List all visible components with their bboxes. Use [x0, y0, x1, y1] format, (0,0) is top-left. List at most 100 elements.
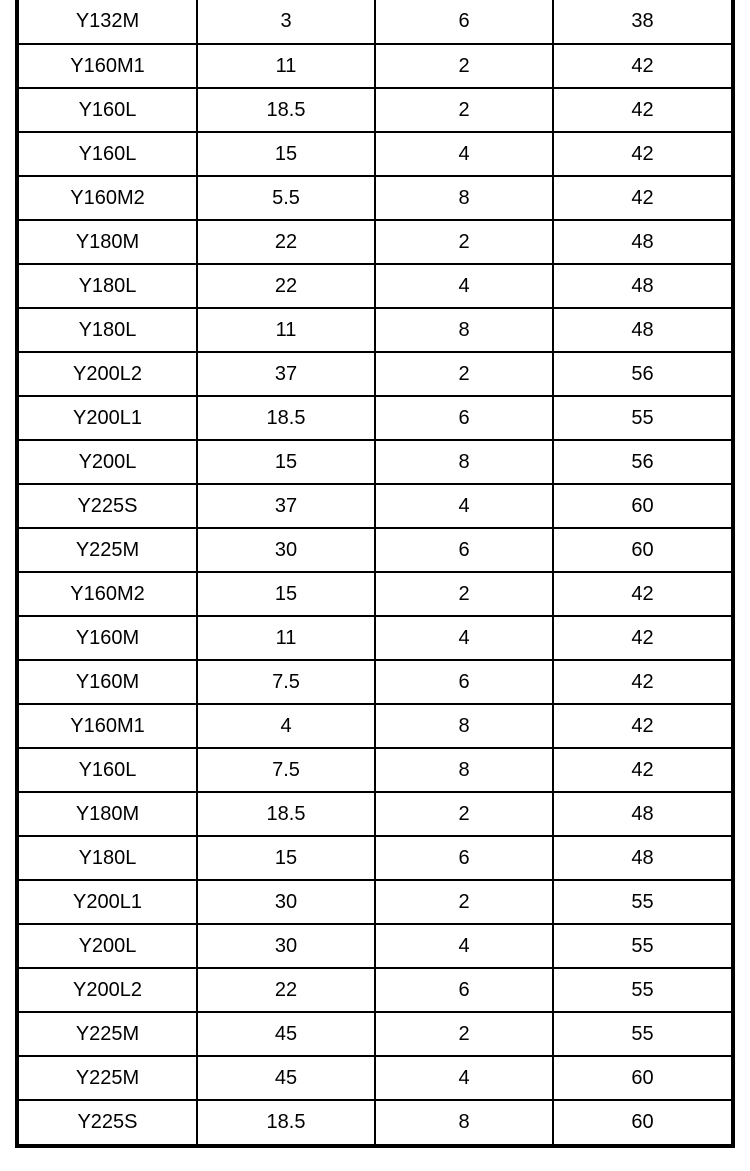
- cell-model: Y200L: [19, 440, 197, 484]
- cell-model: Y225S: [19, 484, 197, 528]
- cell-poles: 2: [375, 792, 553, 836]
- table-row: Y200L15856: [19, 440, 731, 484]
- cell-poles: 8: [375, 440, 553, 484]
- table-row: Y180L22448: [19, 264, 731, 308]
- table-row: Y160M7.5642: [19, 660, 731, 704]
- cell-poles: 6: [375, 396, 553, 440]
- table-row: Y180L11848: [19, 308, 731, 352]
- table-row: Y180M22248: [19, 220, 731, 264]
- table-row: Y200L237256: [19, 352, 731, 396]
- cell-poles: 4: [375, 484, 553, 528]
- cell-power: 5.5: [197, 176, 375, 220]
- cell-dim: 42: [553, 660, 731, 704]
- cell-model: Y160L: [19, 88, 197, 132]
- table-row: Y160M111242: [19, 44, 731, 88]
- cell-model: Y160M1: [19, 704, 197, 748]
- table-row: Y160M25.5842: [19, 176, 731, 220]
- cell-model: Y225M: [19, 1056, 197, 1100]
- table-row: Y200L130255: [19, 880, 731, 924]
- cell-power: 11: [197, 308, 375, 352]
- cell-dim: 56: [553, 440, 731, 484]
- cell-power: 11: [197, 44, 375, 88]
- cell-power: 18.5: [197, 88, 375, 132]
- cell-dim: 42: [553, 176, 731, 220]
- table-row: Y160M14842: [19, 704, 731, 748]
- cell-power: 22: [197, 264, 375, 308]
- cell-power: 22: [197, 968, 375, 1012]
- cell-poles: 2: [375, 352, 553, 396]
- cell-model: Y180L: [19, 836, 197, 880]
- cell-dim: 55: [553, 924, 731, 968]
- cell-dim: 38: [553, 0, 731, 44]
- cell-model: Y160M: [19, 660, 197, 704]
- cell-poles: 6: [375, 0, 553, 44]
- table-row: Y200L30455: [19, 924, 731, 968]
- cell-power: 18.5: [197, 396, 375, 440]
- cell-model: Y200L1: [19, 880, 197, 924]
- cell-power: 18.5: [197, 792, 375, 836]
- cell-dim: 42: [553, 616, 731, 660]
- cell-poles: 8: [375, 308, 553, 352]
- cell-power: 45: [197, 1012, 375, 1056]
- table-row: Y225M30660: [19, 528, 731, 572]
- table-row: Y160L15442: [19, 132, 731, 176]
- cell-power: 4: [197, 704, 375, 748]
- cell-dim: 48: [553, 220, 731, 264]
- cell-poles: 2: [375, 1012, 553, 1056]
- cell-dim: 42: [553, 572, 731, 616]
- cell-poles: 8: [375, 748, 553, 792]
- cell-poles: 6: [375, 528, 553, 572]
- table-row: Y160L7.5842: [19, 748, 731, 792]
- cell-model: Y160M1: [19, 44, 197, 88]
- cell-poles: 6: [375, 968, 553, 1012]
- cell-poles: 2: [375, 880, 553, 924]
- cell-model: Y200L2: [19, 968, 197, 1012]
- table-row: Y180M18.5248: [19, 792, 731, 836]
- cell-dim: 48: [553, 264, 731, 308]
- cell-poles: 4: [375, 1056, 553, 1100]
- table-row: Y225M45255: [19, 1012, 731, 1056]
- table-row: Y160L18.5242: [19, 88, 731, 132]
- cell-dim: 55: [553, 880, 731, 924]
- cell-dim: 42: [553, 44, 731, 88]
- cell-power: 7.5: [197, 660, 375, 704]
- table-row: Y200L222655: [19, 968, 731, 1012]
- table-row: Y225S37460: [19, 484, 731, 528]
- cell-model: Y225M: [19, 1012, 197, 1056]
- table-row: Y200L118.5655: [19, 396, 731, 440]
- cell-dim: 55: [553, 396, 731, 440]
- cell-poles: 4: [375, 132, 553, 176]
- cell-power: 22: [197, 220, 375, 264]
- cell-model: Y180L: [19, 308, 197, 352]
- spec-table: Y132M3638Y160M111242Y160L18.5242Y160L154…: [19, 0, 731, 1144]
- cell-model: Y160L: [19, 748, 197, 792]
- table-row: Y160M11442: [19, 616, 731, 660]
- cell-dim: 55: [553, 968, 731, 1012]
- cell-poles: 4: [375, 616, 553, 660]
- table-row: Y225S18.5860: [19, 1100, 731, 1144]
- cell-dim: 55: [553, 1012, 731, 1056]
- cell-power: 15: [197, 572, 375, 616]
- cell-power: 15: [197, 132, 375, 176]
- cell-poles: 2: [375, 44, 553, 88]
- cell-poles: 2: [375, 88, 553, 132]
- cell-poles: 8: [375, 176, 553, 220]
- cell-power: 30: [197, 528, 375, 572]
- cell-model: Y180M: [19, 220, 197, 264]
- cell-dim: 42: [553, 132, 731, 176]
- cell-poles: 2: [375, 572, 553, 616]
- cell-model: Y160M2: [19, 572, 197, 616]
- cell-poles: 8: [375, 704, 553, 748]
- table-row: Y132M3638: [19, 0, 731, 44]
- table-row: Y225M45460: [19, 1056, 731, 1100]
- table-row: Y180L15648: [19, 836, 731, 880]
- cell-model: Y160L: [19, 132, 197, 176]
- cell-model: Y180L: [19, 264, 197, 308]
- cell-dim: 56: [553, 352, 731, 396]
- cell-dim: 42: [553, 88, 731, 132]
- cell-poles: 6: [375, 660, 553, 704]
- cell-power: 30: [197, 924, 375, 968]
- cell-dim: 60: [553, 484, 731, 528]
- cell-power: 37: [197, 484, 375, 528]
- cell-poles: 4: [375, 924, 553, 968]
